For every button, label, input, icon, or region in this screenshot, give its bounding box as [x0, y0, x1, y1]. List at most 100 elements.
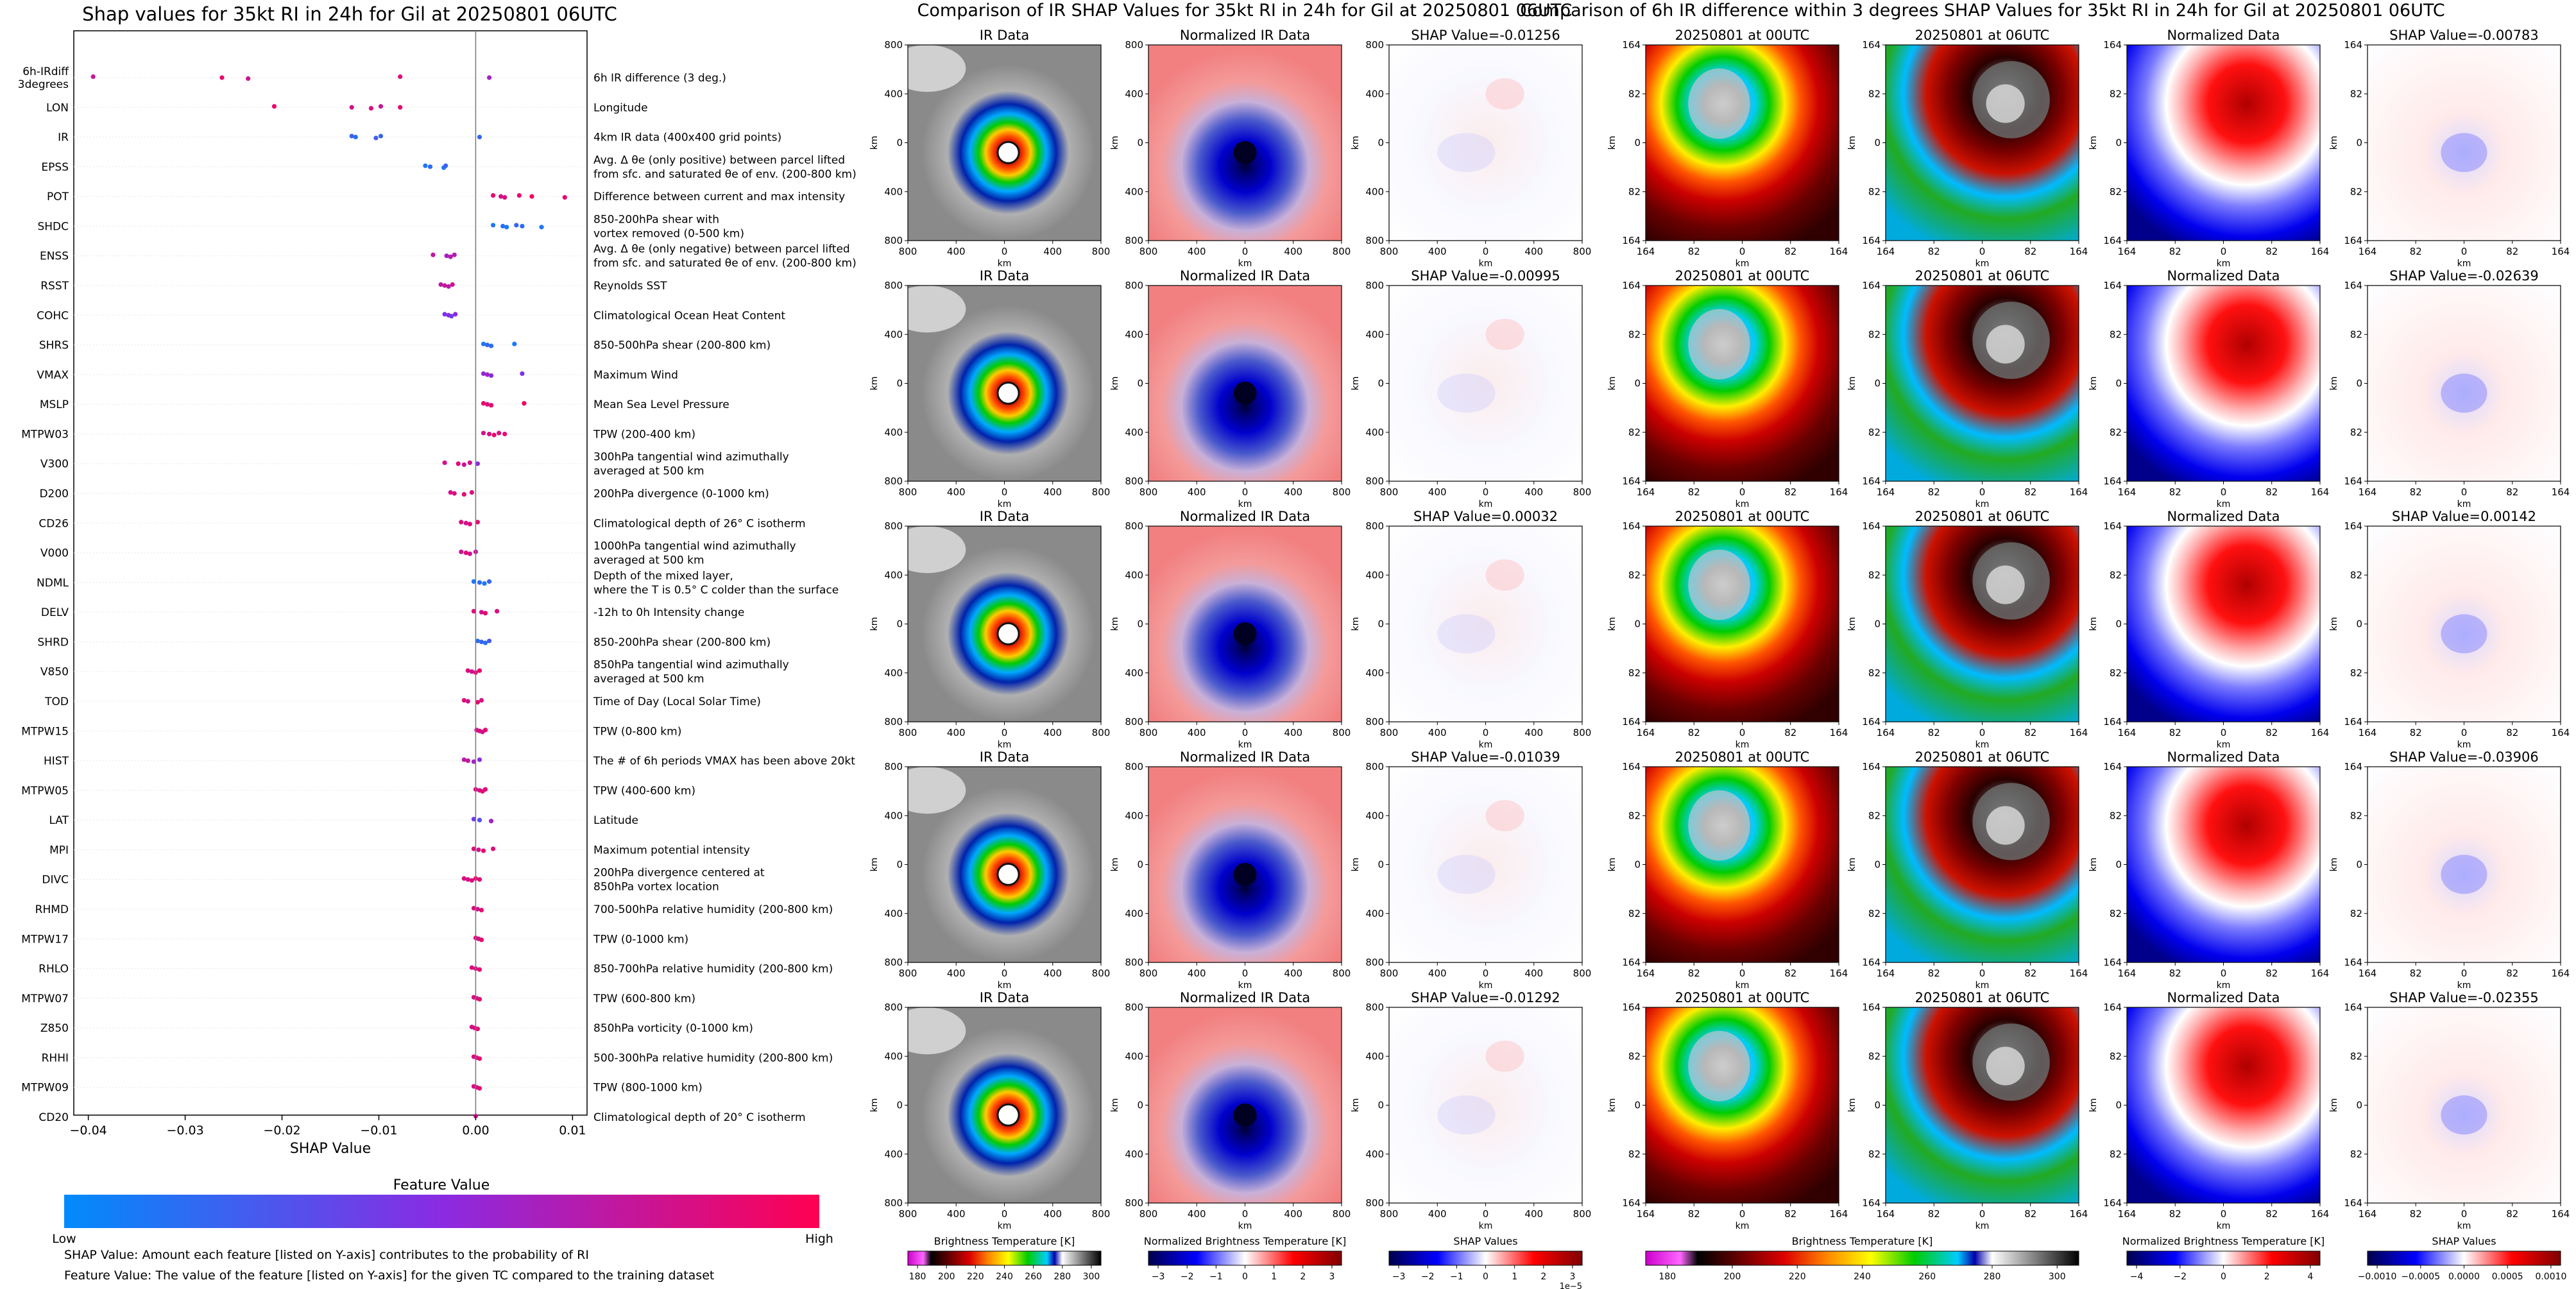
- y-tick-label: 400: [1365, 667, 1384, 679]
- shap-point: [479, 639, 484, 645]
- x-tick-label: 400: [1043, 968, 1062, 979]
- y-tick-label: 400: [1125, 88, 1143, 99]
- feature-code: RHHI: [42, 1052, 69, 1064]
- feature-code: LAT: [49, 814, 69, 827]
- subplot-title: IR Data: [980, 749, 1030, 765]
- y-tick-label: 82: [1868, 186, 1881, 198]
- feature-code: MTPW07: [21, 993, 69, 1005]
- y-tick-label: 164: [2103, 761, 2122, 773]
- colorbar-tick-label: 3: [1329, 1272, 1335, 1282]
- x-tick-label: 0: [1242, 486, 1249, 498]
- feature-code: POT: [47, 191, 69, 203]
- y-tick-label: 82: [1868, 329, 1881, 340]
- y-axis-label: km: [1847, 858, 1857, 872]
- x-tick-label: 164: [2552, 1208, 2570, 1220]
- shap-point: [446, 284, 451, 289]
- y-tick-label: 164: [1862, 520, 1881, 532]
- x-axis-label: km: [1479, 740, 1493, 750]
- y-tick-label: 164: [1622, 235, 1641, 246]
- x-tick-label: 400: [1428, 1208, 1447, 1220]
- shap-point: [465, 758, 470, 764]
- y-tick-label: 800: [884, 280, 903, 291]
- y-axis-label: km: [2329, 136, 2339, 150]
- x-tick-label: 800: [1380, 246, 1399, 257]
- feature-description: Mean Sea Level Pressure: [593, 398, 729, 411]
- shap-point: [522, 401, 527, 406]
- feature-code: HIST: [44, 755, 69, 768]
- subplot-title: 20250801 at 06UTC: [1915, 268, 2050, 284]
- x-tick-label: 400: [1284, 1208, 1302, 1220]
- x-tick-label: 82: [2410, 1208, 2422, 1220]
- shap-point: [484, 372, 490, 377]
- cloud-band: [888, 1007, 966, 1055]
- shap-point: [488, 343, 494, 348]
- x-tick-label: 82: [1784, 246, 1796, 257]
- feature-description: 700-500hPa relative humidity (200-800 km…: [593, 903, 833, 916]
- x-tick-label: 82: [2410, 968, 2422, 979]
- x-axis-label: km: [1479, 980, 1493, 991]
- shap-point: [488, 819, 494, 824]
- subplot-title: 20250801 at 00UTC: [1675, 990, 1810, 1005]
- y-tick-label: 0: [2115, 137, 2122, 149]
- shap-point: [529, 194, 534, 199]
- shap-point: [452, 491, 457, 496]
- y-tick-label: 400: [1365, 1050, 1384, 1062]
- y-tick-label: 800: [1125, 1197, 1143, 1209]
- y-tick-label: 164: [2103, 1002, 2122, 1013]
- colorbars: Brightness Temperature [K]180 200 220 240 26…: [907, 1235, 2566, 1289]
- subplot-title: SHAP Value=0.00032: [1413, 509, 1558, 524]
- y-axis-label: km: [1847, 1098, 1857, 1113]
- shap-point: [479, 937, 484, 943]
- y-tick-label: 0: [1874, 859, 1881, 871]
- y-axis-label: km: [1351, 1098, 1361, 1113]
- x-axis-label: km: [998, 740, 1012, 750]
- y-axis-label: km: [1110, 136, 1120, 150]
- feature-description-line: 200hPa divergence centered at: [593, 867, 765, 880]
- shap-point: [467, 460, 472, 465]
- shap-point: [398, 105, 403, 110]
- y-tick-label: 164: [2344, 1002, 2362, 1013]
- x-tick-label: 164: [2311, 246, 2330, 257]
- y-tick-label: 800: [1125, 520, 1143, 532]
- feature-code: MSLP: [40, 398, 69, 411]
- y-tick-label: 400: [884, 329, 903, 340]
- x-axis-label: km: [1975, 1221, 1990, 1231]
- shap-point: [453, 312, 458, 317]
- x-axis-label: km: [1736, 980, 1750, 991]
- feature-description-line: 200hPa divergence (0-1000 km): [593, 488, 769, 500]
- y-tick-label: 0: [1634, 1100, 1641, 1111]
- colorbar-tick-label: 260: [1025, 1272, 1042, 1282]
- y-tick-label: 400: [1365, 569, 1384, 581]
- feature-code-line: POT: [47, 191, 69, 203]
- y-tick-label: 400: [1365, 1148, 1384, 1160]
- cold-cloud-patch: [1688, 549, 1750, 620]
- feature-code-line: MPI: [49, 844, 69, 857]
- y-tick-label: 82: [2350, 186, 2362, 198]
- shap-point: [482, 640, 488, 645]
- x-tick-label: 82: [2265, 1208, 2278, 1220]
- shap-point: [448, 490, 453, 495]
- x-tick-label: 82: [1928, 486, 1940, 498]
- y-tick-label: 164: [1862, 957, 1881, 968]
- y-tick-label: 164: [1622, 716, 1641, 728]
- x-tick-label: 82: [1928, 727, 1940, 738]
- y-tick-label: 800: [884, 1002, 903, 1013]
- shap-point: [475, 1027, 481, 1032]
- y-tick-label: 164: [1622, 957, 1641, 968]
- x-axis-label: km: [2457, 980, 2471, 991]
- feature-code-line: MTPW07: [21, 993, 69, 1005]
- feature-code: DELV: [41, 606, 69, 619]
- shap-point: [482, 581, 487, 586]
- y-tick-label: 82: [2110, 88, 2122, 99]
- shap-point: [477, 668, 482, 673]
- feature-code: MPI: [49, 844, 69, 857]
- x-tick-label: 0: [2461, 486, 2468, 498]
- y-tick-label: 0: [2356, 859, 2362, 871]
- feature-code-line: EPSS: [41, 161, 69, 174]
- x-tick-label: 164: [2118, 246, 2137, 257]
- x-tick-label: 0: [2461, 727, 2468, 738]
- x-tick-label: 164: [1637, 968, 1655, 979]
- x-tick-label: 0: [1739, 727, 1746, 738]
- y-axis-label: km: [869, 136, 880, 150]
- x-tick-label: 800: [1380, 1208, 1399, 1220]
